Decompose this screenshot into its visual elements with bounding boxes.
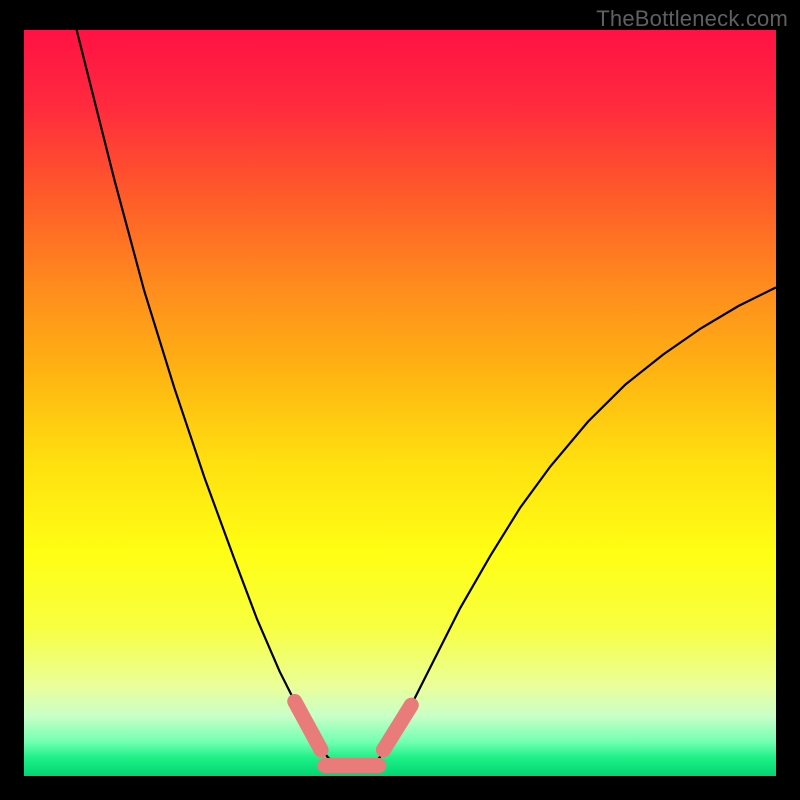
highlight-segment — [383, 705, 411, 750]
highlight-group — [295, 701, 412, 765]
highlight-segment — [295, 701, 321, 749]
bottleneck-curve — [24, 30, 776, 776]
watermark-text: TheBottleneck.com — [596, 6, 788, 32]
curve-path — [77, 30, 776, 770]
plot-frame — [24, 30, 776, 776]
plot-area — [24, 30, 776, 776]
